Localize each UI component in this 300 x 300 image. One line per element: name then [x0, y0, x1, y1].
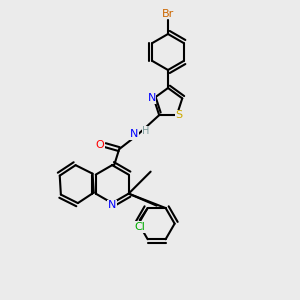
Text: N: N	[148, 93, 156, 103]
Text: Cl: Cl	[134, 222, 145, 232]
Text: S: S	[175, 110, 182, 120]
Text: N: N	[130, 129, 138, 139]
Text: Br: Br	[162, 9, 174, 19]
Text: H: H	[142, 126, 150, 136]
Text: N: N	[108, 200, 116, 210]
Text: O: O	[96, 140, 105, 150]
